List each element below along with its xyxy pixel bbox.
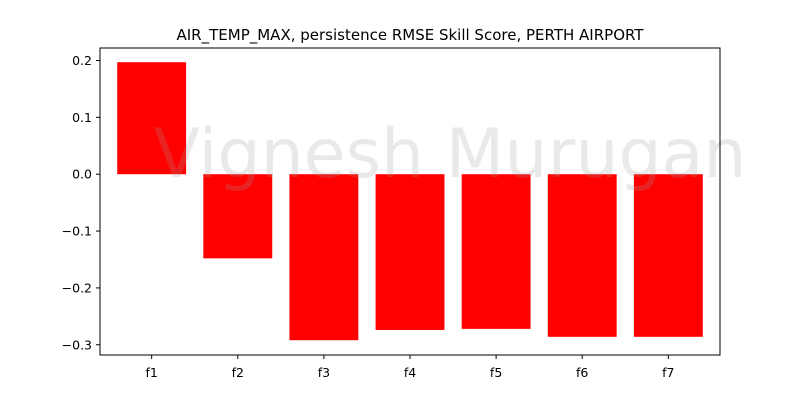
y-tick-label: 0.2 <box>72 53 92 68</box>
y-tick-label: −0.3 <box>62 337 92 352</box>
chart-title: AIR_TEMP_MAX, persistence RMSE Skill Sco… <box>177 26 645 45</box>
x-axis: f1 f2 f3 f4 f5 f6 f7 <box>145 355 675 380</box>
x-tick-label: f7 <box>662 365 674 380</box>
bar-f6 <box>547 174 617 337</box>
watermark: Vignesh Murugan <box>154 115 747 194</box>
x-tick-label: f6 <box>576 365 588 380</box>
x-tick-label: f2 <box>232 365 244 380</box>
y-tick-label: 0.1 <box>72 110 92 125</box>
bars-layer <box>117 62 703 341</box>
x-tick-label: f4 <box>404 365 416 380</box>
bar-f3 <box>289 174 359 341</box>
y-tick-label: −0.1 <box>62 224 92 239</box>
x-tick-label: f5 <box>490 365 502 380</box>
bar-f5 <box>461 174 531 329</box>
x-tick-label: f1 <box>145 365 157 380</box>
y-tick-label: −0.2 <box>62 280 92 295</box>
y-axis: 0.2 0.1 0.0 −0.1 −0.2 −0.3 <box>62 53 100 352</box>
x-tick-label: f3 <box>318 365 330 380</box>
y-tick-label: 0.0 <box>72 167 92 182</box>
bar-f2 <box>203 174 273 259</box>
bar-f1 <box>117 62 187 175</box>
bar-f7 <box>633 174 703 337</box>
bar-f4 <box>375 174 445 330</box>
